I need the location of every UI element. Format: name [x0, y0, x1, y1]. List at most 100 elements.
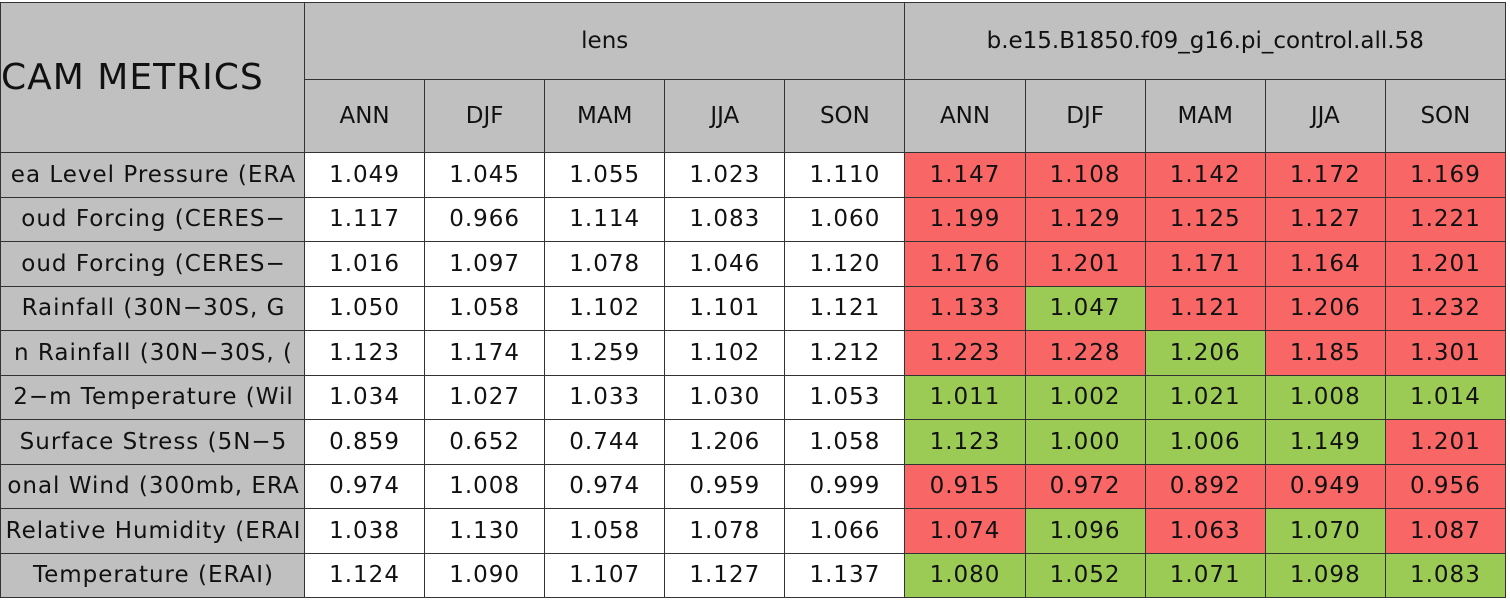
data-row: n Rainfall (30N−30S, (1.123 1.174 1.259 1.1…: [0, 330, 1507, 376]
metric-cell: 1.147: [904, 152, 1026, 198]
metric-cell: 1.055: [544, 152, 666, 198]
metric-cell: 1.080: [904, 552, 1026, 598]
row-label-cell: Relative Humidity (ERAI: [0, 508, 305, 554]
metric-cell: 1.185: [1264, 330, 1386, 376]
header-row: CAM METRICS lens b.e15.B1850.f09_g16.pi_co…: [0, 2, 1506, 153]
metric-cell: 1.120: [784, 241, 906, 287]
metric-cell: 1.228: [1024, 330, 1146, 376]
metric-cell: 1.047: [1024, 285, 1146, 331]
metric-cell: 1.060: [784, 196, 906, 242]
metric-cell: 0.859: [303, 419, 426, 465]
season-header: JJA: [1264, 79, 1386, 153]
metric-cell: 1.000: [1024, 419, 1146, 465]
metric-cell: 1.223: [904, 330, 1026, 376]
metric-cell: 1.137: [784, 552, 906, 598]
metric-cell: 1.199: [904, 196, 1026, 242]
metric-cell: 1.171: [1144, 241, 1266, 287]
metric-cell: 0.972: [1024, 463, 1146, 509]
data-row: onal Wind (300mb, ERA 0.974 1.008 0.974 0.95…: [0, 463, 1507, 509]
metric-cell: 0.974: [544, 463, 666, 509]
metric-cell: 1.052: [1024, 552, 1146, 598]
row-label-cell: Surface Stress (5N−5: [0, 419, 305, 465]
season-header: ANN: [904, 79, 1026, 153]
metric-cell: 1.002: [1024, 374, 1146, 420]
data-row: 2−m Temperature (Wil 1.034 1.027 1.033 1.030…: [0, 374, 1507, 420]
row-label-cell: oud Forcing (CERES−: [0, 241, 305, 287]
metric-cell: 1.201: [1384, 241, 1507, 287]
row-label: ea Level Pressure (ERA: [10, 161, 297, 188]
season-row: ANN DJF MAM JJA SON ANN DJF MAM JJA SON: [1, 79, 1507, 153]
metric-cell: 1.114: [544, 196, 666, 242]
row-label-cell: Rainfall (30N−30S, G: [0, 285, 305, 331]
season-header: SON: [784, 79, 906, 153]
metric-cell: 1.046: [664, 241, 786, 287]
metric-cell: 1.058: [424, 285, 546, 331]
metric-cell: 1.045: [424, 152, 546, 198]
season-header: MAM: [1144, 79, 1266, 153]
season-header: SON: [1384, 79, 1507, 153]
metric-cell: 1.164: [1264, 241, 1386, 287]
season-header: DJF: [424, 79, 546, 153]
data-row: Rainfall (30N−30S, G 1.050 1.058 1.102 1.101…: [0, 285, 1507, 331]
row-label-cell: n Rainfall (30N−30S, (: [0, 330, 305, 376]
metric-cell: 1.130: [424, 508, 546, 554]
metric-cell: 1.301: [1384, 330, 1507, 376]
metric-cell: 0.956: [1384, 463, 1507, 509]
metric-cell: 1.212: [784, 330, 906, 376]
row-label-cell: 2−m Temperature (Wil: [0, 374, 305, 420]
data-row: Temperature (ERAI) 1.124 1.090 1.107 1.127 1.…: [0, 552, 1507, 598]
row-label: Rainfall (30N−30S, G: [21, 295, 286, 322]
metric-cell: 1.008: [1264, 374, 1386, 420]
metric-cell: 1.127: [664, 552, 786, 598]
metric-cell: 1.125: [1144, 196, 1266, 242]
metric-cell: 1.021: [1144, 374, 1266, 420]
metric-cell: 0.949: [1264, 463, 1386, 509]
metric-cell: 1.016: [303, 241, 426, 287]
metric-cell: 0.966: [424, 196, 546, 242]
metric-cell: 1.149: [1264, 419, 1386, 465]
metric-cell: 1.102: [664, 330, 786, 376]
row-label: onal Wind (300mb, ERA: [7, 473, 300, 500]
group-header: b.e15.B1850.f09_g16.pi_control.all.58: [904, 2, 1506, 80]
metric-cell: 0.744: [544, 419, 666, 465]
metric-cell: 1.097: [424, 241, 546, 287]
metric-cell: 1.049: [303, 152, 426, 198]
metric-cell: 1.107: [544, 552, 666, 598]
season-header: MAM: [544, 79, 666, 153]
metric-cell: 1.014: [1384, 374, 1507, 420]
metric-cell: 1.129: [1024, 196, 1146, 242]
metric-cell: 1.058: [784, 419, 906, 465]
metric-cell: 1.102: [544, 285, 666, 331]
season-header: JJA: [664, 79, 786, 153]
metric-cell: 1.174: [424, 330, 546, 376]
season-header: ANN: [303, 79, 426, 153]
metric-cell: 1.011: [904, 374, 1026, 420]
metric-cell: 1.030: [664, 374, 786, 420]
metric-cell: 1.124: [303, 552, 426, 598]
table-title: CAM METRICS: [0, 2, 305, 153]
row-label: n Rainfall (30N−30S, (: [14, 339, 293, 366]
metric-cell: 0.959: [664, 463, 786, 509]
metric-cell: 1.074: [904, 508, 1026, 554]
metric-cell: 1.176: [904, 241, 1026, 287]
group-header: lens: [303, 2, 906, 80]
row-label: Relative Humidity (ERAI: [5, 517, 302, 544]
row-label-cell: ea Level Pressure (ERA: [0, 152, 305, 198]
metric-cell: 1.053: [784, 374, 906, 420]
metric-cell: 0.974: [303, 463, 426, 509]
metric-cell: 1.110: [784, 152, 906, 198]
metric-cell: 1.083: [1384, 552, 1507, 598]
metric-cell: 1.127: [1264, 196, 1386, 242]
metric-cell: 1.087: [1384, 508, 1507, 554]
metrics-table: CAM METRICS lens b.e15.B1850.f09_g16.pi_co…: [0, 2, 1507, 598]
metric-cell: 1.083: [664, 196, 786, 242]
row-label: 2−m Temperature (Wil: [13, 384, 294, 411]
data-row: Relative Humidity (ERAI 1.038 1.130 1.058 1.…: [0, 508, 1507, 554]
metric-cell: 1.133: [904, 285, 1026, 331]
metric-cell: 1.098: [1264, 552, 1386, 598]
data-row: Surface Stress (5N−5 0.859 0.652 0.744 1.206…: [0, 419, 1507, 465]
row-label: Surface Stress (5N−5: [19, 428, 288, 455]
metric-cell: 0.892: [1144, 463, 1266, 509]
metric-cell: 1.108: [1024, 152, 1146, 198]
